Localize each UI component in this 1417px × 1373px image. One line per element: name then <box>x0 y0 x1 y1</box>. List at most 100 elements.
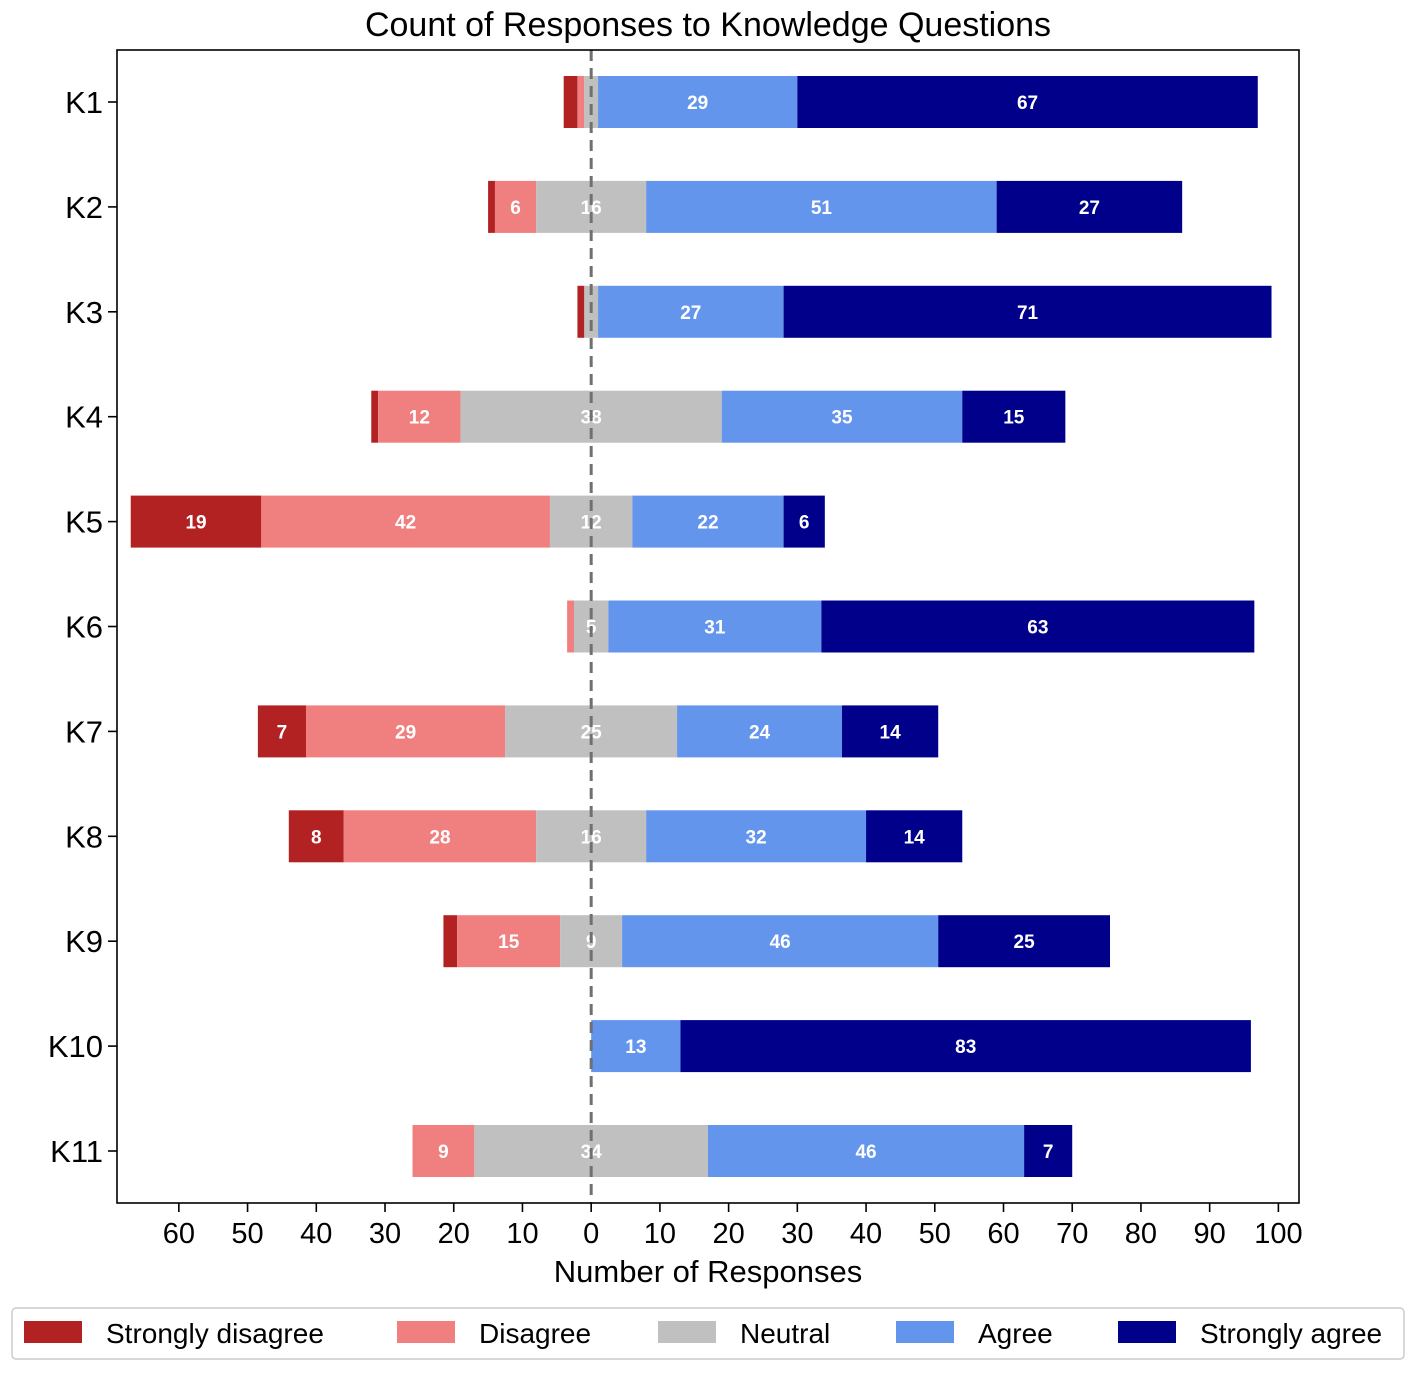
x-axis: 60 50 40 30 20 10 0 10 20 30 40 50 60 70 80 90 100 <box>163 1203 1303 1250</box>
legend-swatch-strongly-agree <box>1118 1321 1176 1343</box>
x-tick-label: 100 <box>1254 1218 1302 1250</box>
x-tick-label: 20 <box>712 1218 744 1250</box>
bar-k2-strongly-disagree <box>488 180 495 233</box>
data-label: 6 <box>799 513 810 534</box>
data-label: 46 <box>770 932 791 953</box>
data-label: 67 <box>1017 93 1038 114</box>
category-label: K4 <box>65 400 103 435</box>
bar-k3-strongly-disagree <box>577 285 585 338</box>
x-tick-label: 40 <box>850 1218 882 1250</box>
x-tick-label: 20 <box>438 1218 470 1250</box>
bar-k4-strongly-disagree <box>371 390 379 443</box>
bar-k10-agree <box>591 1020 681 1073</box>
bar-k9-agree <box>622 915 939 968</box>
legend-swatch-disagree <box>397 1321 455 1343</box>
legend: Strongly disagree Disagree Neutral Agree Str… <box>24 1318 1382 1349</box>
data-label: 14 <box>880 722 902 743</box>
data-label: 31 <box>704 618 726 639</box>
data-label: 27 <box>680 303 701 324</box>
bar-k4-strongly-agree <box>962 390 1066 443</box>
bar-k1-strongly-agree <box>797 76 1258 128</box>
x-tick-label: 70 <box>1056 1218 1088 1250</box>
data-label: 51 <box>811 198 833 219</box>
bar-k1-disagree <box>577 76 585 128</box>
data-label: 28 <box>429 827 450 848</box>
bar-k2-neutral <box>536 180 647 233</box>
bar-k3-agree <box>598 285 784 338</box>
bar-k7-disagree <box>305 705 506 758</box>
bar-k1-agree <box>598 76 798 128</box>
bar-k11-disagree <box>412 1125 475 1177</box>
legend-label: Strongly agree <box>1200 1318 1382 1349</box>
category-label: K2 <box>65 190 103 225</box>
data-label: 13 <box>625 1037 646 1058</box>
bar-k5-strongly-disagree <box>130 495 262 548</box>
x-tick-label: 50 <box>231 1218 263 1250</box>
legend-label: Strongly disagree <box>106 1318 324 1349</box>
data-label: 22 <box>697 513 718 534</box>
x-axis-label: Number of Responses <box>554 1254 862 1289</box>
data-label: 83 <box>955 1037 976 1058</box>
data-label: 9 <box>438 1142 449 1163</box>
category-label: K3 <box>65 295 103 330</box>
x-tick-label: 10 <box>644 1218 676 1250</box>
x-tick-label: 30 <box>369 1218 401 1250</box>
bar-k3-strongly-agree <box>783 285 1272 338</box>
x-tick-label: 90 <box>1194 1218 1226 1250</box>
data-label: 63 <box>1027 618 1048 639</box>
data-label: 71 <box>1017 303 1039 324</box>
data-label: 16 <box>581 827 602 848</box>
data-label: 14 <box>904 827 926 848</box>
data-label: 19 <box>185 513 206 534</box>
bar-k10-strongly-agree <box>680 1020 1251 1073</box>
data-label: 29 <box>687 93 708 114</box>
bars-layer: 2967616512727711238351519421222653163729… <box>130 76 1272 1177</box>
bar-k8-neutral <box>536 810 647 863</box>
bar-k11-strongly-agree <box>1024 1125 1073 1177</box>
data-label: 25 <box>581 722 603 743</box>
x-tick-label: 60 <box>163 1218 195 1250</box>
data-label: 7 <box>277 722 288 743</box>
bar-k7-strongly-agree <box>842 705 939 758</box>
data-label: 7 <box>1043 1142 1054 1163</box>
data-label: 32 <box>746 827 767 848</box>
legend-swatch-neutral <box>658 1321 716 1343</box>
bar-k8-strongly-disagree <box>288 810 344 863</box>
bar-k1-strongly-disagree <box>563 76 578 128</box>
category-label: K7 <box>65 714 103 749</box>
data-label: 24 <box>749 722 771 743</box>
x-tick-label: 30 <box>781 1218 813 1250</box>
legend-swatch-agree <box>896 1321 954 1343</box>
data-label: 15 <box>498 932 520 953</box>
bar-k4-disagree <box>378 390 461 443</box>
category-label: K11 <box>50 1134 103 1169</box>
category-label: K5 <box>65 505 103 540</box>
bar-k8-disagree <box>343 810 537 863</box>
x-tick-label: 80 <box>1125 1218 1157 1250</box>
bar-k9-strongly-disagree <box>443 915 458 968</box>
x-tick-label: 50 <box>919 1218 951 1250</box>
bar-k2-strongly-agree <box>996 180 1183 233</box>
category-label: K9 <box>65 924 103 959</box>
bar-k2-disagree <box>494 180 537 233</box>
data-label: 8 <box>311 827 322 848</box>
bar-k5-strongly-agree <box>783 495 825 548</box>
legend-label: Disagree <box>479 1318 591 1349</box>
data-label: 12 <box>409 408 430 429</box>
bar-k2-agree <box>646 180 997 233</box>
bar-k9-disagree <box>457 915 561 968</box>
legend-label: Neutral <box>740 1318 830 1349</box>
data-label: 6 <box>510 198 521 219</box>
legend-label: Agree <box>978 1318 1053 1349</box>
x-tick-label: 10 <box>506 1218 538 1250</box>
bar-k8-agree <box>646 810 867 863</box>
category-axis: K1 K2 K3 K4 K5 K6 K7 K8 K9 K10 K11 <box>48 85 117 1169</box>
bar-k7-agree <box>677 705 843 758</box>
bar-k6-agree <box>608 600 822 653</box>
category-label: K1 <box>65 85 103 120</box>
bar-k8-strongly-agree <box>866 810 963 863</box>
bar-k7-neutral <box>505 705 678 758</box>
bar-k6-strongly-agree <box>821 600 1255 653</box>
chart-title: Count of Responses to Knowledge Question… <box>365 6 1051 44</box>
